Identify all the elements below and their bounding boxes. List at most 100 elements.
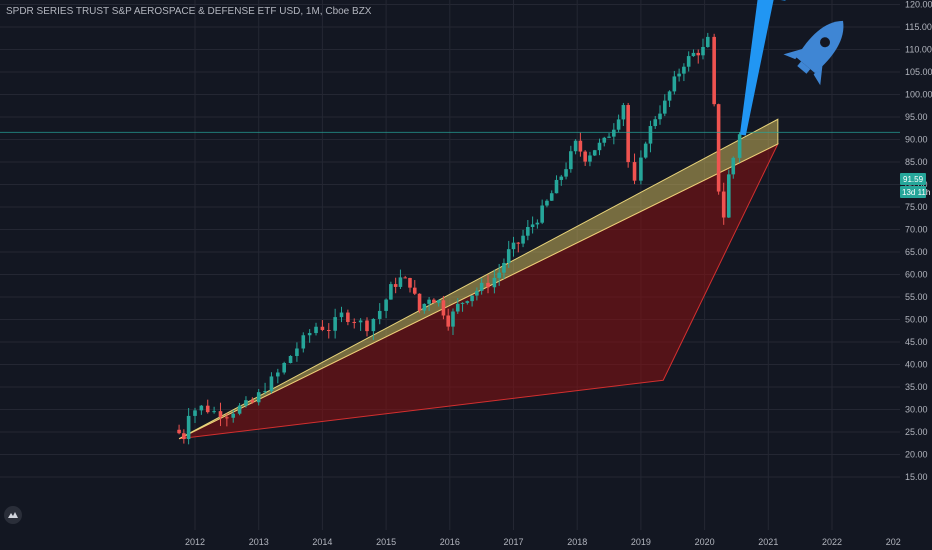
candle-body — [205, 405, 210, 413]
candle-body — [231, 413, 236, 418]
time-axis[interactable] — [0, 530, 932, 550]
candle-body — [417, 293, 422, 311]
tradingview-logo-icon[interactable] — [4, 506, 22, 524]
candle-body — [686, 56, 691, 67]
candle-body — [465, 301, 470, 303]
candle-body — [193, 410, 197, 416]
candle-body — [716, 104, 721, 192]
candle-body — [526, 227, 530, 236]
candle-body — [521, 235, 525, 244]
candle-body — [691, 52, 696, 57]
candle-body — [727, 174, 731, 218]
candle-body — [212, 411, 216, 413]
y-tick-label: 95.00 — [905, 112, 928, 122]
rocket-body — [796, 20, 844, 73]
candle-body — [333, 317, 337, 331]
countdown-tag — [900, 186, 926, 198]
candle-body — [626, 105, 630, 163]
candle-body — [492, 277, 497, 288]
y-tick-label: 30.00 — [905, 405, 928, 415]
candle-body — [256, 392, 261, 403]
candle-body — [578, 140, 583, 152]
candle-body — [393, 284, 398, 287]
candle-body — [446, 315, 451, 327]
candle-body — [412, 287, 417, 294]
arrow-shape — [739, 0, 786, 136]
candle-body — [712, 36, 716, 105]
candle-body — [731, 157, 736, 175]
x-tick-label: 2021 — [758, 537, 778, 547]
candle-body — [583, 151, 587, 162]
candle-body — [371, 318, 376, 332]
candle-body — [199, 405, 204, 411]
y-tick-label: 15.00 — [905, 472, 928, 482]
candle-body — [432, 299, 436, 303]
candle-body — [696, 52, 701, 56]
candle-body — [455, 303, 460, 312]
candle-body — [516, 242, 521, 244]
candle-body — [427, 299, 431, 304]
candle-body — [662, 100, 667, 114]
x-tick-label: 2017 — [504, 537, 524, 547]
price-tags: 91.59 13d 11h — [900, 173, 930, 198]
candle-body — [398, 277, 403, 287]
candle-body — [602, 137, 607, 143]
candle-body — [535, 222, 540, 225]
candle-body — [559, 176, 564, 180]
rocket-fin-right — [813, 63, 823, 86]
rocket-icon[interactable] — [783, 5, 861, 86]
candle-body — [403, 277, 408, 279]
up-arrow-icon[interactable] — [739, 0, 786, 136]
candle-body — [616, 119, 621, 130]
candle-body — [653, 119, 658, 127]
candle-body — [314, 326, 318, 334]
candle-body — [658, 113, 662, 120]
candle-body — [301, 335, 306, 349]
candle-body — [632, 162, 637, 181]
price-axis[interactable] — [900, 0, 932, 530]
candle-body — [365, 320, 369, 332]
candle-body — [511, 242, 516, 250]
x-tick-label: 2018 — [567, 537, 587, 547]
candle-body — [737, 134, 742, 158]
candle-body — [276, 372, 280, 377]
candle-body — [497, 272, 501, 278]
candle-body — [607, 136, 611, 138]
candle-body — [573, 140, 578, 152]
x-tick-label: 2020 — [695, 537, 715, 547]
candle-body — [320, 326, 325, 330]
x-tick-label: 2022 — [822, 537, 842, 547]
candle-body — [648, 126, 653, 144]
candle-body — [486, 282, 490, 288]
y-tick-label: 20.00 — [905, 450, 928, 460]
candle-body — [288, 355, 293, 363]
candle-body — [588, 155, 592, 162]
candle-body — [358, 320, 363, 323]
candle-body — [346, 312, 350, 322]
candle-body — [667, 91, 672, 101]
candle-body — [479, 282, 484, 291]
candle-body — [540, 205, 544, 223]
candlestick-series — [177, 32, 742, 445]
candle-body — [422, 303, 427, 311]
candle-body — [569, 151, 573, 170]
candle-body — [612, 129, 616, 137]
y-tick-label: 90.00 — [905, 135, 928, 145]
candle-body — [621, 105, 626, 120]
candle-body — [225, 417, 229, 419]
candle-body — [307, 333, 312, 336]
candle-body — [721, 191, 726, 218]
candle-body — [237, 405, 242, 414]
y-tick-label: 120.00 — [905, 0, 932, 10]
candle-body — [597, 142, 602, 151]
y-tick-label: 115.00 — [905, 22, 932, 32]
candle-body — [506, 249, 511, 263]
time-axis-labels: 2012 2013 2014 2015 2016 2017 2018 2019 2020 2021… — [185, 537, 901, 547]
candle-body — [182, 433, 186, 440]
candle-body — [186, 415, 191, 440]
candle-body — [384, 299, 388, 311]
rocket-nozzle — [797, 61, 811, 74]
last-price-tag — [900, 173, 926, 185]
candle-body — [705, 36, 710, 47]
